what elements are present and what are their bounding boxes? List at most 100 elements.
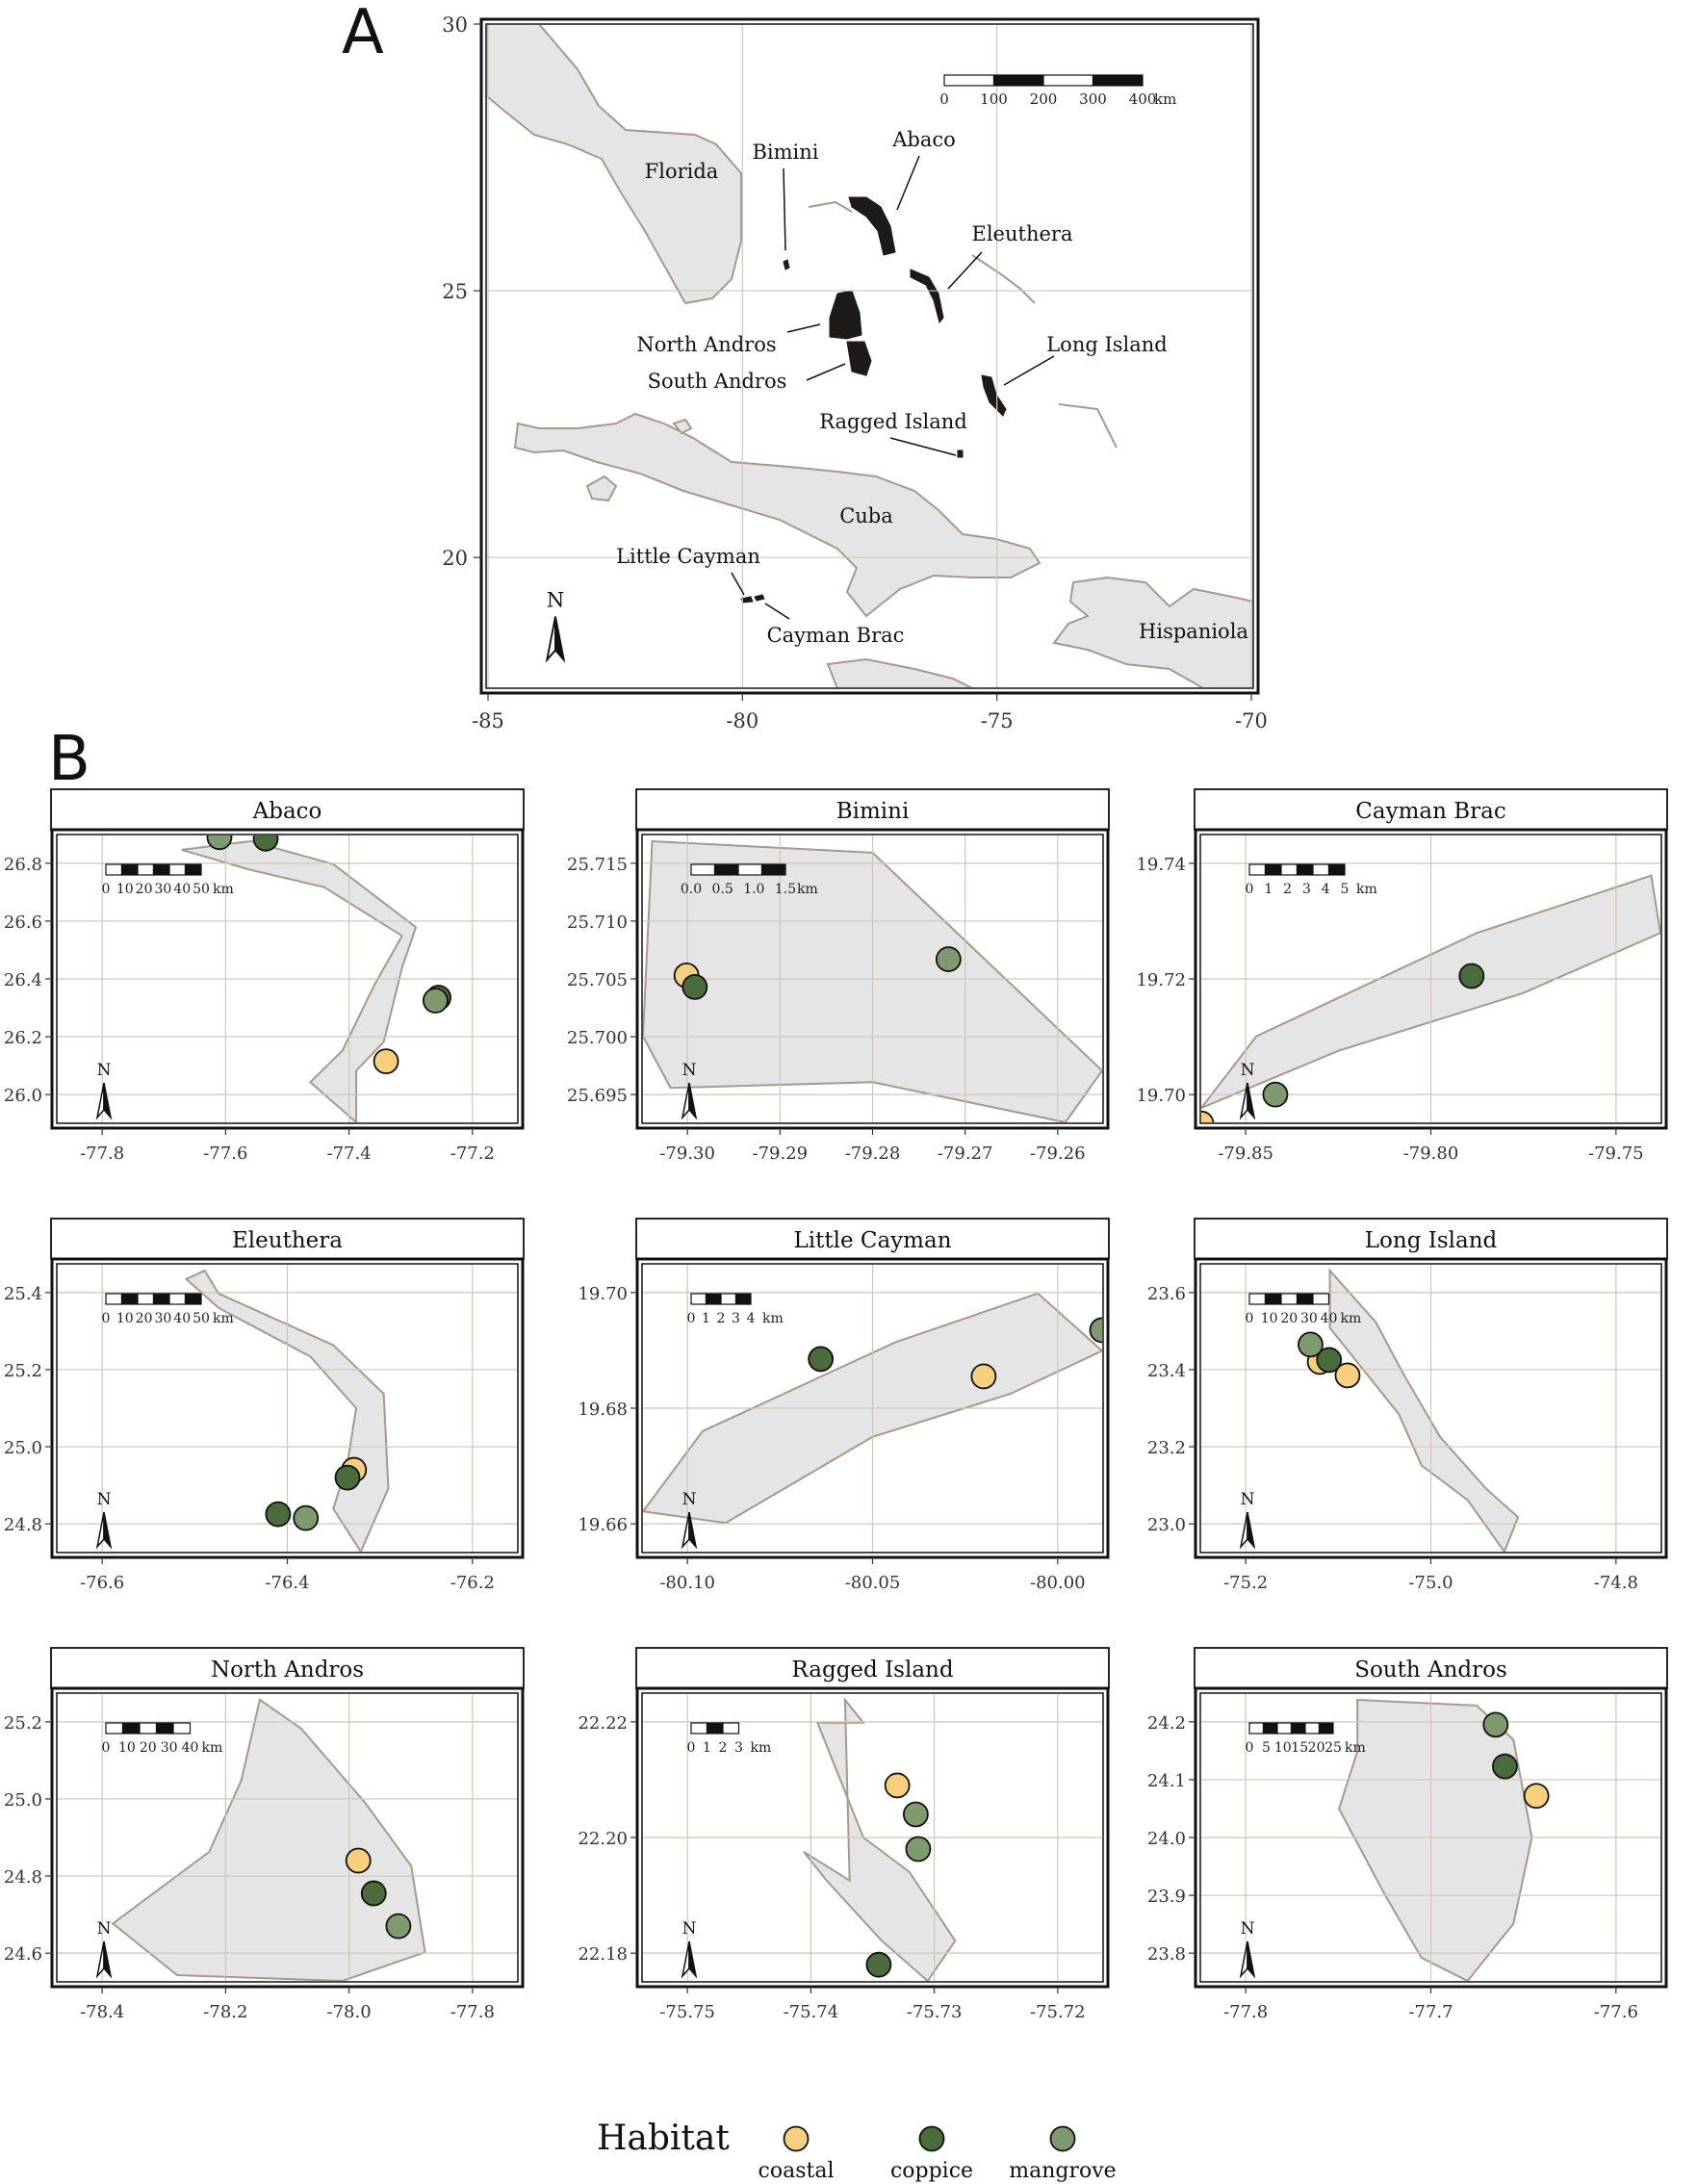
scale-bar-label: 30 [154, 882, 171, 897]
north-arrow-left-half [681, 1940, 690, 1979]
site-point-mangrove [935, 946, 962, 972]
site-point-coastal [970, 1363, 997, 1390]
north-label: N [97, 1919, 112, 1939]
scale-bar-label: 100 [980, 90, 1008, 108]
jamaica-landmass [826, 657, 973, 687]
legend-label: coppice [890, 2159, 973, 2183]
site-point-mangrove [206, 835, 233, 851]
north-label: N [1241, 1490, 1255, 1509]
facet-inner-border [1199, 1692, 1662, 1983]
main-map-outer-border [479, 17, 1260, 695]
facet-y-tick-label: 25.695 [567, 1086, 628, 1106]
facet-inner-border [56, 834, 519, 1124]
facet-outer-border [50, 1686, 525, 1989]
scale-bar-segment [1318, 1722, 1334, 1734]
facet-x-tick-label: -80.00 [1030, 1573, 1086, 1593]
site-point-coppice [681, 974, 708, 1000]
scale-bar-segment [1092, 74, 1144, 87]
scale-bar-segment [1262, 1722, 1278, 1734]
facet-x-tick-label: -79.29 [753, 1143, 809, 1164]
facet-north-andros: North Andros -78.4 -78.2 -78.0 -77.8 25.2 25.0… [4, 1647, 525, 2022]
scale-bar-segment [1290, 1722, 1306, 1734]
facet-inner-border [56, 1692, 519, 1983]
site-point-mangrove [1298, 1331, 1324, 1358]
legend-title: Habitat [597, 2119, 730, 2158]
facet-scale-bar: 0 1 2 3 km [687, 1722, 771, 1756]
scale-bar-label: 300 [1079, 90, 1107, 108]
site-point-coppice [265, 1501, 292, 1528]
facet-x-tick-label: -79.85 [1218, 1143, 1273, 1164]
site-point-coppice [1492, 1753, 1518, 1780]
leader-line [806, 363, 846, 381]
facet-y-tick-label: 23.8 [1147, 1944, 1186, 1965]
site-point-coastal [1201, 1110, 1215, 1122]
facet-scale-bar: 0.0 0.5 1.0 1.5 km [681, 863, 818, 897]
facet-inner-border [56, 1263, 519, 1554]
site-point-coastal [373, 1048, 399, 1075]
legend-swatch-coppice [918, 2125, 945, 2152]
scale-bar-segment [137, 863, 155, 876]
site-point-coppice [865, 1951, 892, 1978]
place-label: Long Island [1046, 333, 1168, 356]
island-landmass [1338, 1698, 1533, 1981]
scale-bar-label: 4 [747, 1311, 756, 1326]
cayman-brac-island [754, 594, 765, 602]
facet-x-tick-label: -77.4 [327, 1143, 372, 1164]
facet-content [58, 1694, 517, 1981]
facet-content [643, 1694, 1102, 1981]
habitat-legend: Habitat coastal coppice mangrove [597, 2119, 1117, 2183]
scale-bar-label: 0 [687, 1311, 696, 1326]
site-point-coppice [252, 835, 279, 852]
north-arrow-left-half [95, 1511, 105, 1550]
leader-line [731, 572, 745, 596]
place-label: Little Cayman [616, 545, 760, 568]
north-arrow-left-half [1239, 1511, 1248, 1550]
main-map-content: Florida Bimini Abaco Eleuthera North Andros S… [487, 25, 1252, 687]
facet-north-arrow: N [1239, 1061, 1256, 1120]
scale-bar-unit: km [762, 1311, 784, 1326]
scale-bar-label: 10 [116, 1311, 134, 1326]
hispaniola-landmass [1052, 576, 1252, 687]
scale-bar-segment [1264, 863, 1282, 876]
north-andros-island [829, 290, 862, 340]
main-map-y-tick-label: 25 [442, 280, 468, 303]
long-island-island [981, 374, 1007, 417]
bahama-bank-outline [808, 200, 853, 213]
facet-y-tick-label: 25.710 [567, 912, 628, 933]
site-point-coastal [345, 1847, 372, 1874]
scale-bar-segment [734, 1293, 752, 1305]
facet-title: Long Island [1365, 1228, 1498, 1253]
facet-content [643, 1265, 1102, 1552]
scale-bar-label: 4 [1322, 882, 1330, 897]
place-label: North Andros [636, 333, 776, 356]
leader-line [764, 603, 790, 620]
site-point-coastal [1523, 1783, 1550, 1810]
scale-bar-segment [155, 1722, 174, 1734]
facet-x-tick-label: -75.2 [1223, 1573, 1268, 1593]
leader-line [786, 323, 821, 333]
florida-landmass [487, 25, 742, 305]
scale-bar-segment [168, 863, 187, 876]
facet-y-tick-label: 23.2 [1147, 1438, 1186, 1458]
ragged-island-island [957, 450, 964, 458]
scale-bar-label: 0.0 [681, 882, 702, 897]
facet-y-tick-label: 25.2 [4, 1361, 42, 1381]
facet-x-tick-label: -77.8 [1223, 2002, 1268, 2022]
facet-x-tick-label: -76.4 [265, 1573, 309, 1593]
facet-x-tick-label: -80.10 [659, 1573, 715, 1593]
facet-y-tick-label: 23.9 [1147, 1887, 1186, 1907]
facet-y-tick-label: 22.20 [578, 1829, 628, 1849]
main-map-y-tick-label: 30 [442, 13, 468, 37]
facet-x-tick-label: -77.6 [1594, 2002, 1638, 2022]
site-point-coastal [1334, 1362, 1361, 1389]
scale-bar-segment [1248, 1293, 1267, 1305]
facet-title: Bimini [836, 799, 910, 824]
facet-x-tick-label: -78.4 [80, 2002, 124, 2022]
scale-bar-label: 30 [1300, 1311, 1318, 1326]
scale-bar-label: 3 [1302, 882, 1311, 897]
facet-y-tick-label: 24.6 [4, 1944, 42, 1965]
facet-x-tick-label: -79.75 [1588, 1143, 1644, 1164]
facet-x-tick-label: -77.6 [203, 1143, 247, 1164]
place-label: Eleuthera [972, 222, 1073, 245]
north-arrow-left-half [1239, 1940, 1248, 1979]
